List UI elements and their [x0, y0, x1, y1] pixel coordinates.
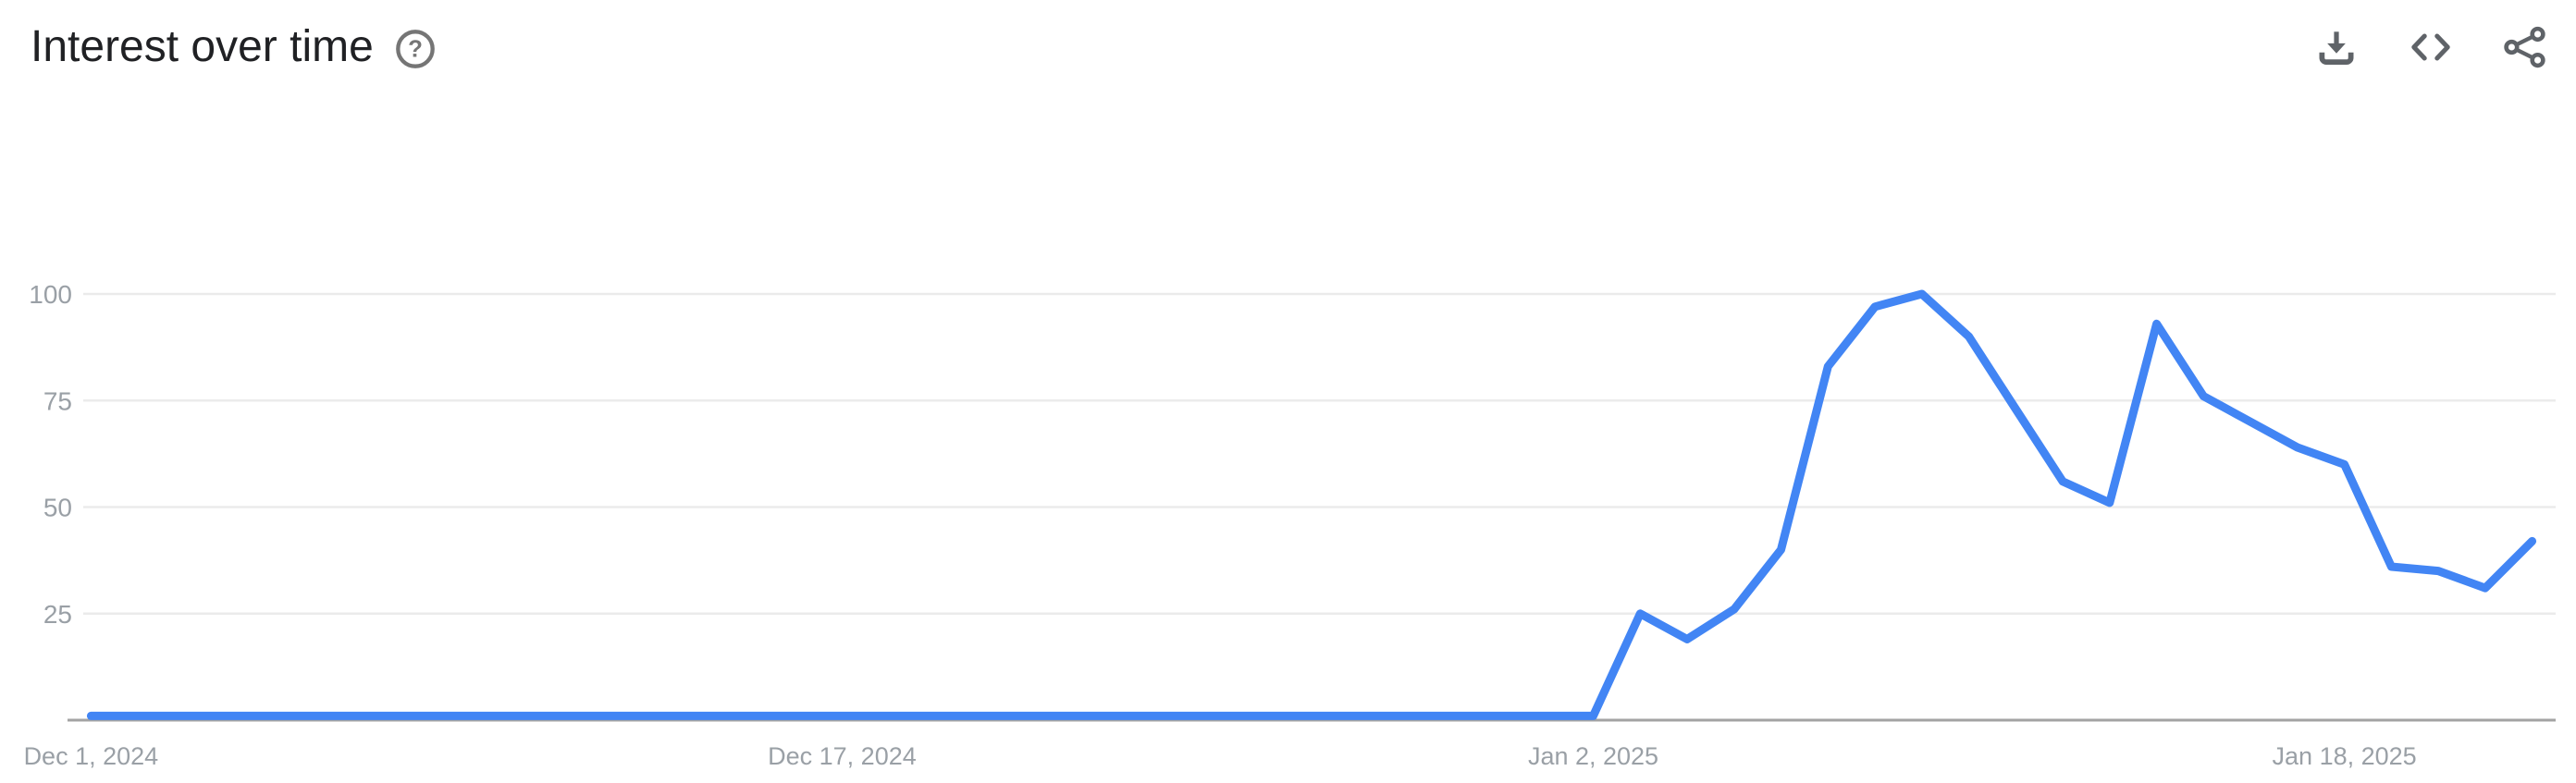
x-tick-label: Dec 1, 2024: [24, 742, 159, 770]
page-title: Interest over time: [31, 22, 374, 71]
y-tick-label-25: 25: [43, 600, 72, 629]
trend-line[interactable]: [86, 289, 2537, 720]
embed-icon: [2411, 33, 2450, 61]
help-glyph: ?: [408, 37, 423, 63]
share-button[interactable]: [2502, 24, 2548, 70]
embed-button[interactable]: [2408, 24, 2454, 70]
y-tick-label-100: 100: [29, 280, 72, 309]
header-actions: [2313, 24, 2548, 70]
share-icon: [2504, 26, 2545, 68]
help-icon: ?: [395, 30, 435, 68]
x-tick-label: Jan 18, 2025: [2273, 742, 2417, 770]
x-tick-label: Jan 2, 2025: [1528, 742, 1658, 770]
help-button[interactable]: ?: [394, 28, 437, 70]
download-icon: [2319, 31, 2354, 66]
y-tick-label-75: 75: [43, 386, 72, 415]
chart-header: Interest over time ?: [0, 0, 2576, 85]
download-button[interactable]: [2313, 24, 2360, 70]
y-tick-label-50: 50: [43, 494, 72, 522]
x-tick-label: Dec 17, 2024: [768, 742, 917, 770]
